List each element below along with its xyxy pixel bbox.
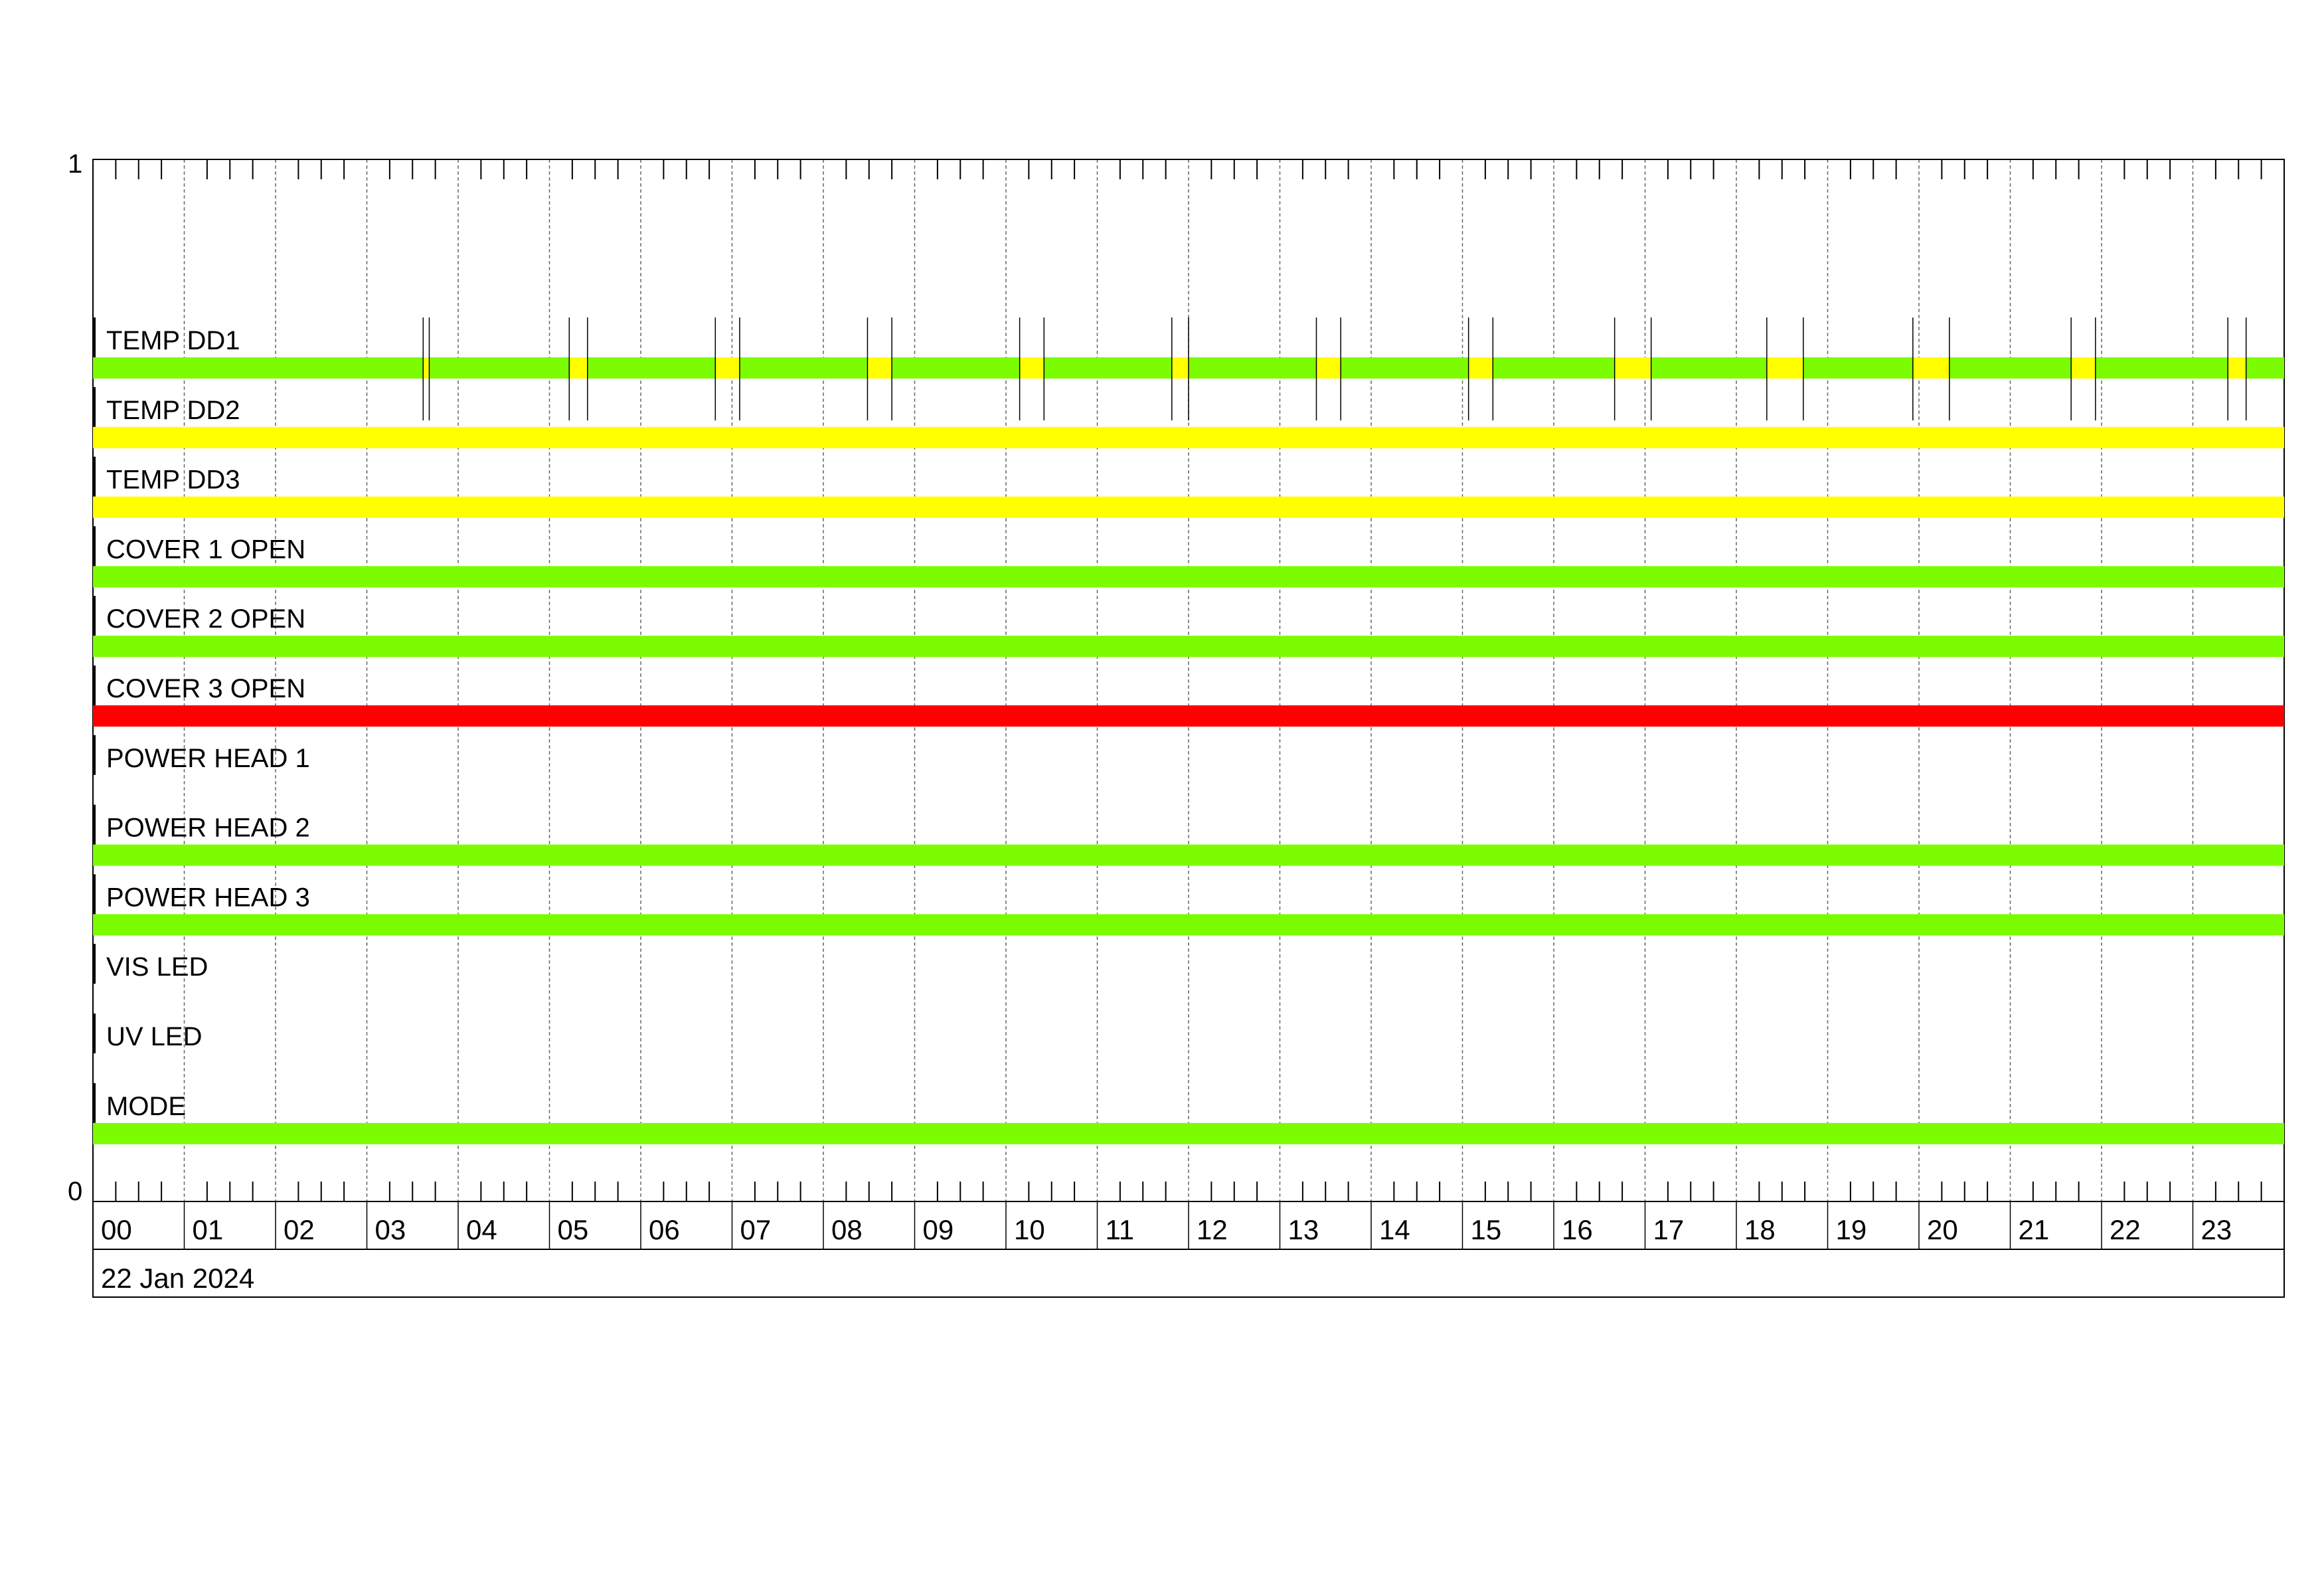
row-label: TEMP DD2	[106, 396, 240, 425]
x-tick-label: 18	[1744, 1214, 1776, 1245]
status-bar-ok	[93, 1122, 2284, 1144]
x-tick-label: 10	[1014, 1214, 1045, 1245]
x-tick-label: 12	[1197, 1214, 1228, 1245]
y-tick-label: 0	[68, 1177, 82, 1206]
row-label: COVER 3 OPEN	[106, 674, 305, 703]
x-tick-label: 13	[1288, 1214, 1319, 1245]
row-label: POWER HEAD 2	[106, 814, 310, 843]
status-bar-warn	[93, 426, 2284, 448]
date-label: 22 Jan 2024	[101, 1263, 254, 1294]
status-segment-warn	[1614, 357, 1651, 379]
date-row	[92, 1249, 2285, 1298]
status-segment-warn	[1766, 357, 1803, 379]
status-segment-warn	[1171, 357, 1189, 379]
status-segment-warn	[867, 357, 892, 379]
x-tick-label: 23	[2201, 1214, 2232, 1245]
status-segment-warn	[1019, 357, 1044, 379]
x-tick-label: 01	[193, 1214, 224, 1245]
row-label: POWER HEAD 1	[106, 744, 310, 773]
status-segment-warn	[569, 357, 588, 379]
status-segment-warn	[2228, 357, 2246, 379]
x-tick-label: 07	[740, 1214, 772, 1245]
status-segment-warn	[1468, 357, 1493, 379]
status-segment-warn	[1316, 357, 1341, 379]
x-tick-label: 03	[375, 1214, 406, 1245]
row-label: COVER 2 OPEN	[106, 604, 305, 634]
row-label: TEMP DD1	[106, 326, 240, 355]
x-tick-label: 08	[831, 1214, 863, 1245]
status-segment-warn	[423, 357, 430, 379]
x-tick-label: 15	[1471, 1214, 1502, 1245]
x-tick-label: 21	[2019, 1214, 2050, 1245]
status-segment-warn	[2071, 357, 2096, 379]
x-tick-label: 02	[284, 1214, 315, 1245]
x-tick-label: 05	[558, 1214, 589, 1245]
status-segment-warn	[1912, 357, 1950, 379]
status-bar-ok	[93, 914, 2284, 936]
x-tick-label: 20	[1927, 1214, 1958, 1245]
row-label: VIS LED	[106, 952, 208, 982]
row-label: UV LED	[106, 1022, 203, 1051]
status-bar-alarm	[93, 705, 2284, 727]
x-tick-label: 14	[1379, 1214, 1410, 1245]
row-label: TEMP DD3	[106, 466, 240, 495]
status-bar-ok	[93, 566, 2284, 588]
status-bar-ok	[93, 844, 2284, 866]
status-bar-warn	[93, 496, 2284, 518]
status-segment-warn	[715, 357, 740, 379]
x-tick-label: 00	[101, 1214, 132, 1245]
x-tick-label: 11	[1106, 1214, 1135, 1245]
x-tick-label: 06	[649, 1214, 680, 1245]
x-tick-label: 04	[466, 1214, 497, 1245]
status-bar-ok	[93, 636, 2284, 658]
x-tick-label: 16	[1562, 1214, 1593, 1245]
x-tick-label: 09	[923, 1214, 954, 1245]
row-label: MODE	[106, 1092, 186, 1121]
x-tick-label: 17	[1653, 1214, 1685, 1245]
row-label: COVER 1 OPEN	[106, 535, 305, 564]
y-tick-label: 1	[68, 149, 82, 179]
x-tick-label: 22	[2110, 1214, 2141, 1245]
row-label: POWER HEAD 3	[106, 883, 310, 912]
x-tick-label: 19	[1836, 1214, 1867, 1245]
